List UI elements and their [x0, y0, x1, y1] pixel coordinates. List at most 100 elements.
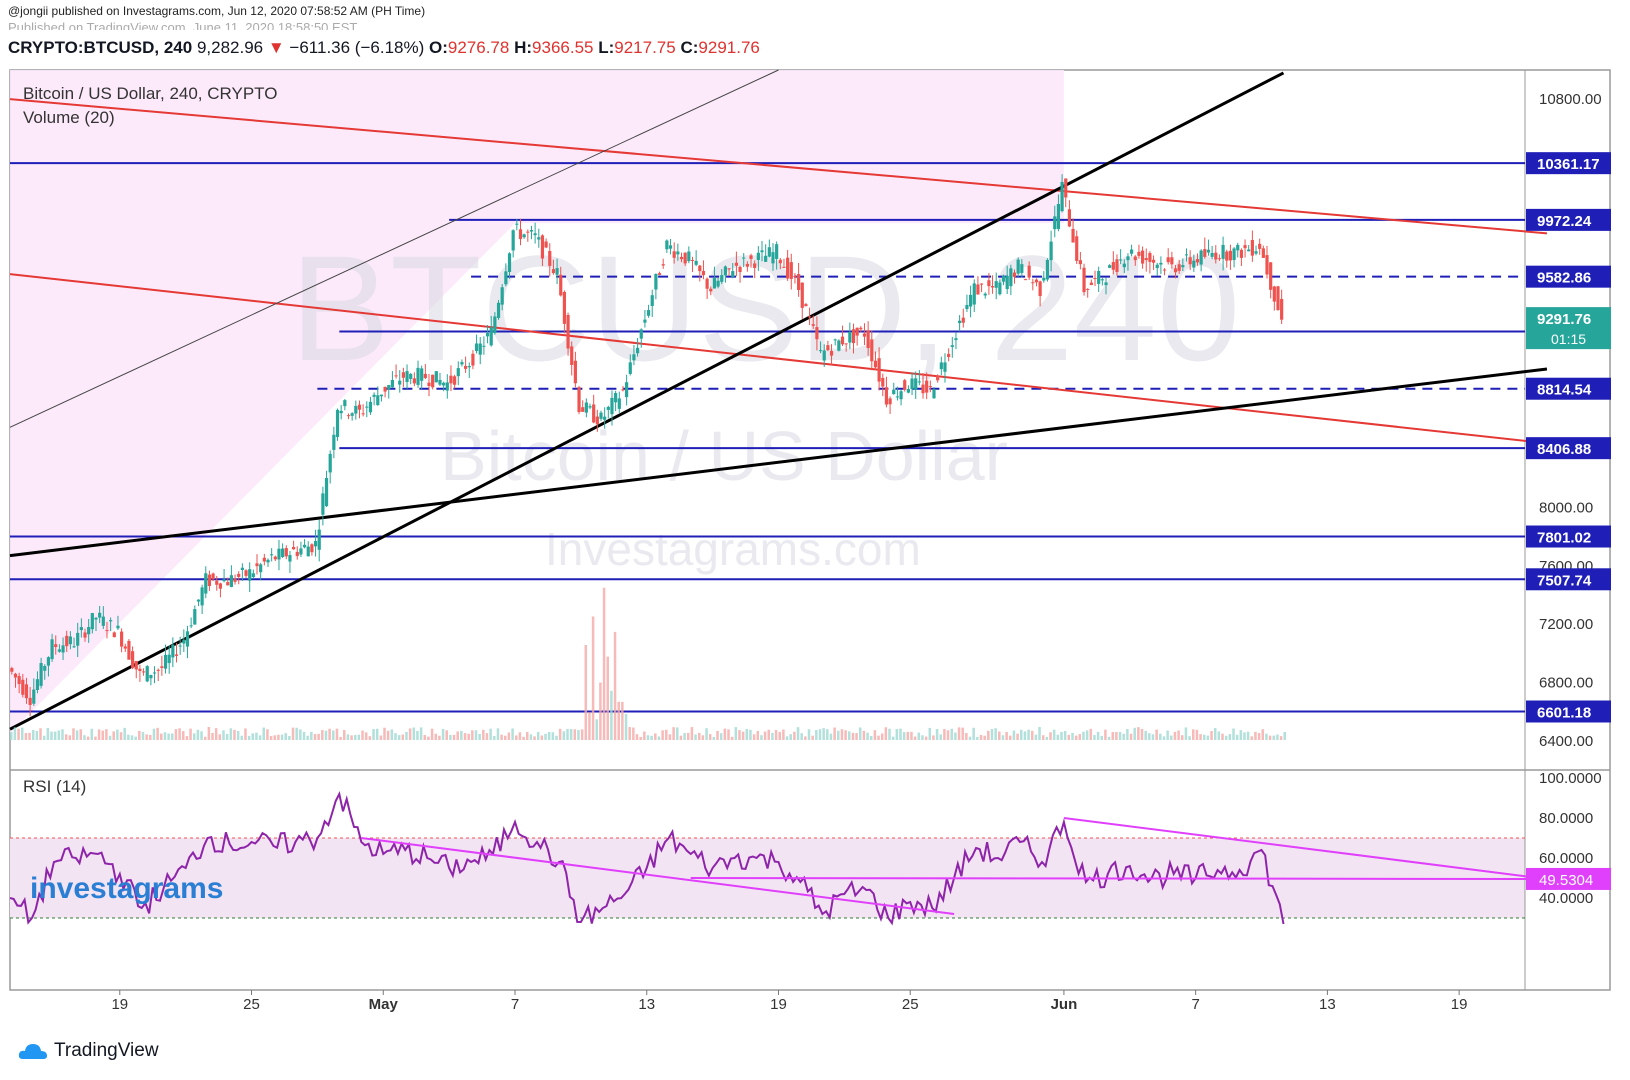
x-axis-tick: 19 — [111, 996, 128, 1013]
volume-bar — [386, 730, 390, 740]
volume-bar — [1016, 733, 1019, 740]
candle-body — [570, 346, 574, 365]
candle-body — [939, 362, 943, 370]
volume-bar — [1254, 731, 1257, 740]
volume-bar — [1144, 730, 1147, 740]
volume-bar — [1133, 727, 1136, 740]
candle-body — [581, 407, 585, 412]
candle-body — [1001, 275, 1006, 282]
volume-bar — [353, 735, 357, 740]
candle-body — [1195, 259, 1200, 263]
candle-body — [156, 669, 160, 671]
tradingview-label: TradingView — [54, 1040, 159, 1061]
volume-bar — [1104, 729, 1107, 740]
candle-body — [979, 283, 984, 285]
candle-body — [456, 368, 460, 377]
candle-body — [1005, 275, 1009, 290]
volume-bar — [467, 733, 470, 740]
candle-body — [445, 382, 449, 391]
volume-bar — [1005, 731, 1008, 740]
candle-body — [1122, 263, 1126, 268]
rsi-indicator-label: RSI (14) — [23, 777, 86, 796]
volume-bar — [891, 736, 895, 740]
candle-body — [43, 666, 47, 671]
candle-body — [632, 354, 636, 361]
volume-bar — [277, 734, 280, 740]
candle-body — [866, 330, 870, 349]
volume-bar — [558, 728, 562, 740]
volume-bar — [364, 732, 368, 740]
volume-bar — [178, 728, 181, 740]
volume-bar — [189, 728, 192, 740]
candle-body — [178, 645, 182, 647]
volume-bar — [613, 631, 617, 740]
candle-body — [160, 666, 164, 668]
candle-body — [233, 578, 237, 582]
volume-bar — [152, 728, 156, 740]
candle-body — [899, 391, 903, 400]
candle-body — [405, 371, 409, 383]
candle-body — [1276, 286, 1280, 310]
volume-bar — [445, 730, 448, 740]
tradingview-logo[interactable]: TradingView — [18, 1040, 159, 1062]
candle-body — [1265, 255, 1269, 275]
open-value: 9276.78 — [447, 38, 510, 57]
volume-bar — [1217, 731, 1221, 740]
candle-body — [61, 645, 65, 653]
candle-body — [621, 389, 625, 391]
volume-bar — [456, 731, 459, 740]
volume-bar — [324, 730, 328, 740]
volume-bar — [90, 728, 94, 740]
volume-bar — [789, 734, 792, 740]
volume-bar — [441, 728, 445, 740]
candle-body — [288, 555, 292, 562]
volume-bar — [482, 729, 485, 740]
volume-bar — [767, 729, 770, 740]
candle-body — [237, 573, 241, 577]
volume-bar — [343, 729, 346, 740]
volume-bar — [580, 729, 584, 740]
level-price-text: 7507.74 — [1537, 572, 1592, 589]
volume-bar — [145, 734, 148, 740]
candle-body — [859, 327, 863, 330]
volume-bar — [829, 733, 833, 740]
candle-body — [943, 362, 947, 372]
candle-body — [892, 389, 896, 395]
candle-body — [1173, 268, 1178, 273]
volume-bar — [844, 730, 847, 740]
volume-bar — [665, 729, 668, 740]
volume-bar — [1067, 734, 1071, 740]
volume-bar — [719, 733, 723, 740]
candle-body — [548, 250, 552, 266]
candle-body — [127, 640, 131, 660]
candle-body — [171, 644, 175, 658]
candle-body — [1119, 259, 1123, 261]
volume-bar — [807, 729, 811, 740]
volume-bar — [525, 732, 529, 740]
volume-bar — [1020, 729, 1023, 740]
candle-body — [1016, 259, 1020, 274]
candle-body — [716, 280, 720, 287]
candle-body — [266, 559, 270, 563]
candle-body — [954, 338, 958, 341]
candle-body — [200, 587, 204, 606]
volume-bar — [547, 732, 551, 740]
candle-body — [925, 380, 929, 393]
volume-bar — [1071, 732, 1074, 740]
candle-body — [881, 377, 885, 387]
volume-bar — [57, 730, 61, 740]
volume-bar — [222, 730, 225, 740]
candle-body — [1020, 264, 1024, 273]
candle-body — [390, 380, 395, 388]
volume-bar — [804, 736, 807, 740]
watermark-name: Bitcoin / US Dollar — [440, 417, 1008, 495]
volume-bar — [438, 735, 441, 740]
volume-bar — [350, 735, 353, 740]
volume-bar — [123, 727, 126, 740]
candle-body — [423, 373, 427, 379]
volume-bar — [10, 732, 13, 740]
candle-body — [742, 257, 746, 259]
volume-bar — [965, 733, 968, 740]
published-note: @jongii published on Investagrams.com, J… — [8, 4, 426, 18]
